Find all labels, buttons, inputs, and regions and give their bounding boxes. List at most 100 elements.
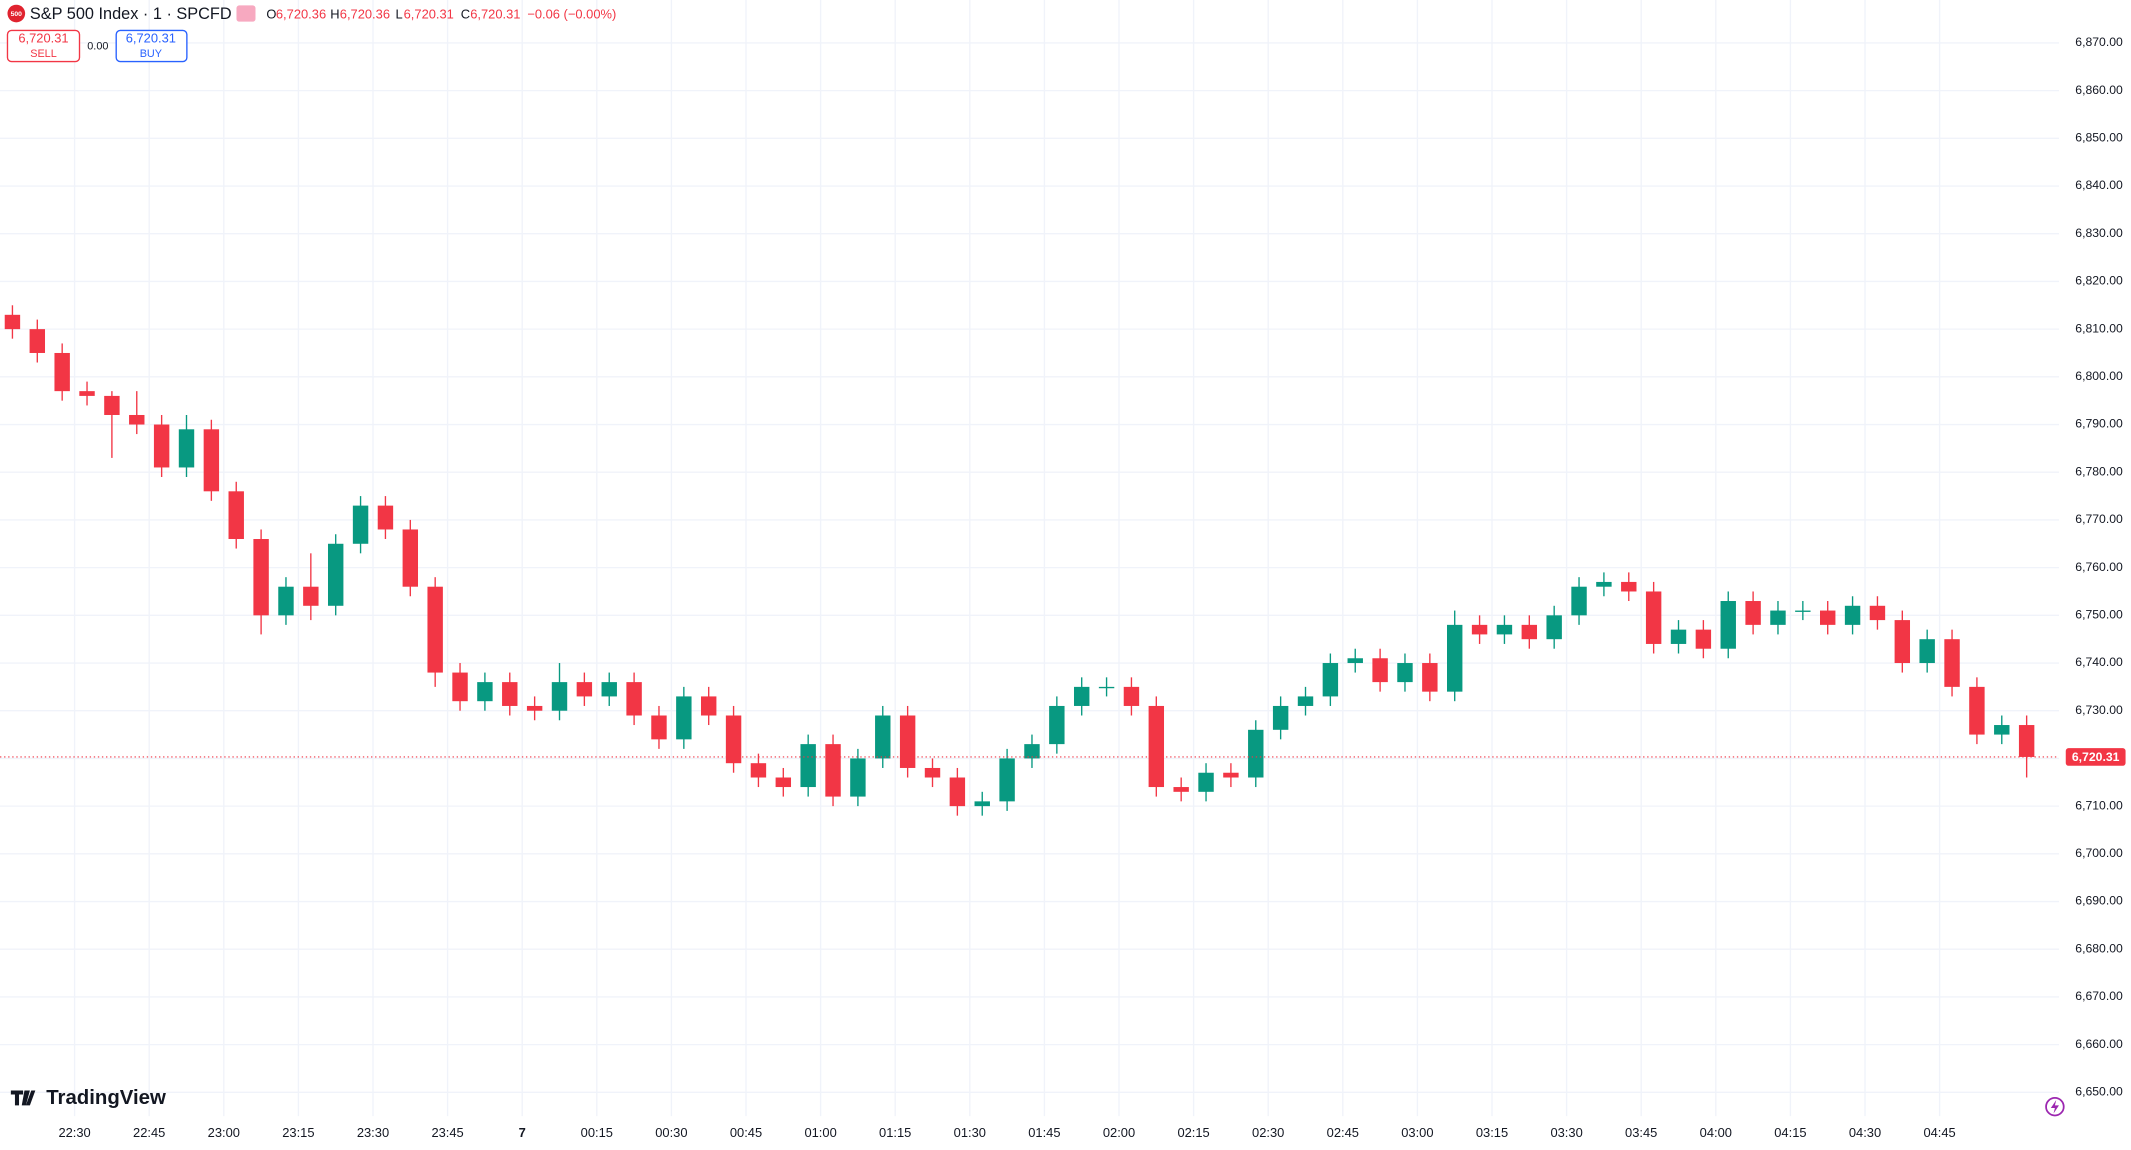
candle-body: [875, 715, 891, 759]
lightning-bolt: [2050, 1099, 2059, 1114]
candle-body: [1695, 629, 1712, 649]
candle-body: [1198, 772, 1214, 792]
candle-body: [999, 758, 1015, 802]
candle-body: [377, 505, 394, 530]
y-tick-label: 6,780.00: [2075, 464, 2123, 478]
y-tick-label: 6,730.00: [2075, 703, 2123, 717]
x-tick-label: 03:00: [1401, 1125, 1433, 1140]
ohlc-label: C: [461, 6, 470, 21]
grid: [0, 0, 2059, 1117]
x-tick-label: 23:45: [431, 1125, 463, 1140]
candle-body: [502, 682, 518, 706]
candle-body: [303, 586, 319, 606]
y-tick-label: 6,660.00: [2075, 1037, 2123, 1051]
candle-body: [1248, 729, 1264, 778]
price-label-box: [2065, 748, 2126, 766]
x-tick-label: 02:30: [1252, 1125, 1284, 1140]
y-tick-label: 6,710.00: [2075, 798, 2123, 812]
candle-body: [1272, 705, 1289, 730]
x-tick-label: 22:45: [133, 1125, 165, 1140]
candle-body: [1297, 696, 1314, 706]
plot: [0, 305, 2059, 816]
sell-button[interactable]: [6, 29, 81, 63]
sell-label: SELL: [30, 48, 57, 60]
y-tick-label: 6,770.00: [2075, 512, 2123, 526]
candle-body: [1645, 591, 1662, 644]
x-tick-label: 01:00: [804, 1125, 836, 1140]
candle-body: [1173, 787, 1189, 792]
candle-body: [2018, 725, 2035, 757]
candle-body: [924, 767, 941, 778]
price-label: 6,720.31: [2072, 750, 2120, 764]
y-tick-label: 6,860.00: [2075, 83, 2123, 97]
candle-body: [1073, 686, 1090, 706]
y-tick-label: 6,820.00: [2075, 274, 2123, 288]
x-tick-label: 04:00: [1700, 1125, 1732, 1140]
candle-body: [352, 505, 369, 544]
candle-body: [1670, 629, 1687, 644]
candle-body: [327, 543, 344, 606]
x-tick-label: 23:30: [357, 1125, 389, 1140]
candle-body: [1347, 658, 1363, 664]
candle-body: [278, 586, 294, 616]
spread: 0.00: [87, 41, 108, 53]
y-tick-label: 6,760.00: [2075, 560, 2123, 574]
logo-text: 500: [11, 11, 23, 18]
x-tick-label: 7: [519, 1125, 526, 1140]
x-tick-label: 02:45: [1327, 1125, 1359, 1140]
x-tick-label: 02:15: [1177, 1125, 1209, 1140]
candle-body: [1322, 663, 1339, 697]
candle-body: [1820, 610, 1836, 625]
candle-body: [775, 777, 792, 788]
ohlc-value: 6,720.36: [276, 6, 326, 21]
candle-body: [700, 696, 717, 716]
candle-body: [1446, 624, 1463, 692]
x-tick-label: 03:15: [1476, 1125, 1508, 1140]
candle-body: [949, 777, 966, 807]
candle-body: [800, 744, 816, 788]
candle-body: [203, 429, 220, 492]
candle-body: [626, 682, 642, 716]
candle-body: [750, 763, 767, 778]
candle-body: [1770, 610, 1786, 625]
y-tick-label: 6,650.00: [2075, 1085, 2123, 1099]
candle-body: [1223, 772, 1239, 778]
candle-body: [526, 705, 543, 711]
candle-body: [104, 395, 120, 415]
buy-price: 6,720.31: [126, 31, 176, 46]
symbol-title[interactable]: S&P 500 Index · 1 · SPCFD: [30, 5, 232, 23]
brand-logo: [10, 1090, 36, 1106]
candle-body: [153, 424, 170, 468]
x-tick-label: 04:45: [1923, 1125, 1955, 1140]
candle-body: [1994, 725, 2010, 735]
candle-body: [1795, 610, 1811, 612]
x-tick-label: 01:45: [1028, 1125, 1060, 1140]
x-tick-label: 01:15: [879, 1125, 911, 1140]
x-tick-label: 23:00: [208, 1125, 240, 1140]
candle-body: [725, 715, 742, 764]
lightning-icon[interactable]: [2045, 1097, 2065, 1117]
ohlc-value: 6,720.31: [470, 6, 520, 21]
y-tick-label: 6,850.00: [2075, 131, 2123, 145]
candle-body: [1123, 686, 1140, 706]
candle-body: [899, 715, 916, 768]
buy-button[interactable]: [115, 29, 188, 63]
candle-body: [1148, 705, 1165, 788]
y-tick-label: 6,700.00: [2075, 846, 2123, 860]
candle-body: [576, 682, 593, 697]
y-tick-label: 6,690.00: [2075, 894, 2123, 908]
candle-body: [1049, 705, 1065, 745]
candle-body: [1098, 686, 1115, 689]
x-tick-label: 01:30: [954, 1125, 986, 1140]
ohlc-label: O: [266, 6, 276, 21]
y-tick-label: 6,840.00: [2075, 178, 2123, 192]
y-tick-label: 6,870.00: [2075, 35, 2123, 49]
candle-body: [4, 314, 21, 330]
x-tick-label: 02:00: [1103, 1125, 1135, 1140]
sell-price: 6,720.31: [18, 31, 68, 46]
ohlc-value: 6,720.36: [340, 6, 390, 21]
x-tick-label: 03:30: [1550, 1125, 1582, 1140]
candle-body: [1422, 663, 1438, 692]
